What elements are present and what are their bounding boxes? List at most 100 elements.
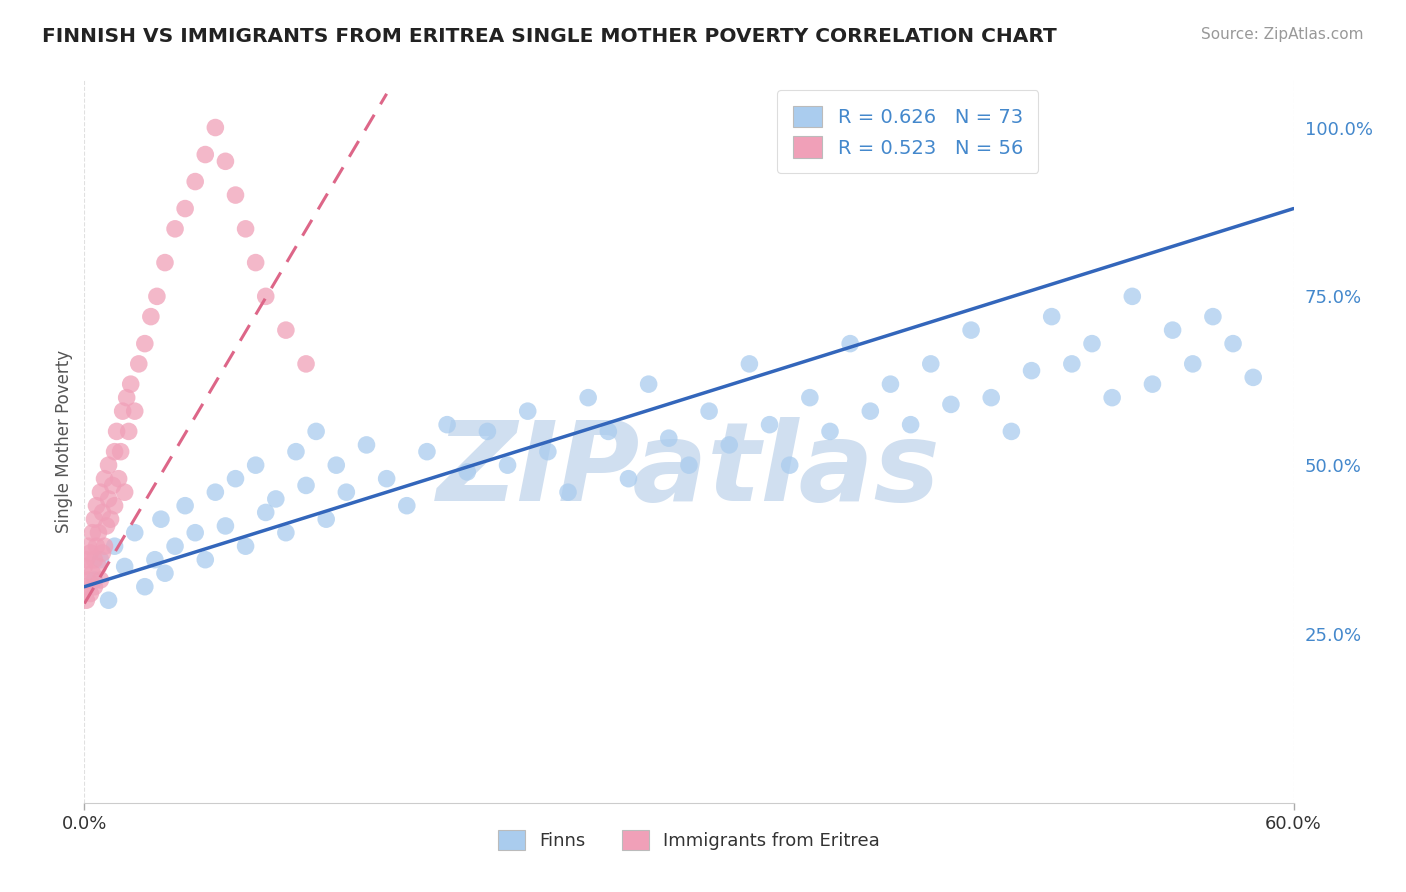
Point bbox=[184, 525, 207, 540]
Point bbox=[115, 391, 138, 405]
Point bbox=[146, 289, 169, 303]
Point bbox=[1142, 377, 1164, 392]
Point bbox=[75, 552, 97, 566]
Point bbox=[305, 425, 328, 439]
Point bbox=[97, 491, 120, 506]
Point bbox=[89, 573, 111, 587]
Point bbox=[96, 519, 118, 533]
Point bbox=[718, 438, 741, 452]
Point bbox=[79, 586, 101, 600]
Point bbox=[110, 444, 132, 458]
Point bbox=[617, 472, 640, 486]
Point bbox=[356, 438, 378, 452]
Point bbox=[235, 222, 257, 236]
Point bbox=[235, 539, 257, 553]
Point bbox=[637, 377, 659, 392]
Point bbox=[1040, 310, 1063, 324]
Point bbox=[960, 323, 983, 337]
Point bbox=[879, 377, 901, 392]
Point bbox=[174, 499, 197, 513]
Point bbox=[77, 539, 100, 553]
Point bbox=[87, 559, 110, 574]
Point bbox=[416, 444, 439, 458]
Point bbox=[1222, 336, 1244, 351]
Point bbox=[245, 458, 267, 472]
Point bbox=[516, 404, 538, 418]
Point bbox=[83, 512, 105, 526]
Point bbox=[184, 175, 207, 189]
Point bbox=[456, 465, 478, 479]
Point bbox=[1081, 336, 1104, 351]
Point bbox=[204, 485, 226, 500]
Point bbox=[77, 573, 100, 587]
Point bbox=[738, 357, 761, 371]
Point bbox=[124, 404, 146, 418]
Point bbox=[900, 417, 922, 432]
Point bbox=[194, 552, 217, 566]
Point bbox=[93, 472, 115, 486]
Point bbox=[375, 472, 398, 486]
Point bbox=[818, 425, 841, 439]
Point bbox=[1161, 323, 1184, 337]
Point bbox=[839, 336, 862, 351]
Point bbox=[75, 593, 97, 607]
Point bbox=[496, 458, 519, 472]
Point bbox=[254, 505, 277, 519]
Point bbox=[658, 431, 681, 445]
Point bbox=[214, 519, 236, 533]
Point bbox=[139, 310, 162, 324]
Point bbox=[1021, 364, 1043, 378]
Point bbox=[97, 458, 120, 472]
Point bbox=[111, 404, 134, 418]
Point bbox=[214, 154, 236, 169]
Point bbox=[799, 391, 821, 405]
Point bbox=[557, 485, 579, 500]
Point bbox=[477, 425, 499, 439]
Point bbox=[104, 539, 127, 553]
Point bbox=[295, 357, 318, 371]
Point bbox=[134, 580, 156, 594]
Point bbox=[274, 525, 297, 540]
Point bbox=[939, 397, 962, 411]
Point bbox=[285, 444, 308, 458]
Point bbox=[174, 202, 197, 216]
Point bbox=[83, 552, 105, 566]
Point bbox=[245, 255, 267, 269]
Point bbox=[114, 559, 136, 574]
Point bbox=[315, 512, 337, 526]
Point bbox=[105, 425, 128, 439]
Legend: Finns, Immigrants from Eritrea: Finns, Immigrants from Eritrea bbox=[489, 821, 889, 859]
Point bbox=[100, 512, 122, 526]
Point bbox=[779, 458, 801, 472]
Point bbox=[107, 472, 129, 486]
Point bbox=[79, 546, 101, 560]
Point bbox=[120, 377, 142, 392]
Text: Source: ZipAtlas.com: Source: ZipAtlas.com bbox=[1201, 27, 1364, 42]
Point bbox=[153, 566, 176, 581]
Point bbox=[89, 552, 111, 566]
Point bbox=[104, 444, 127, 458]
Point bbox=[89, 485, 111, 500]
Y-axis label: Single Mother Poverty: Single Mother Poverty bbox=[55, 350, 73, 533]
Point bbox=[114, 485, 136, 500]
Point bbox=[225, 188, 247, 202]
Point bbox=[128, 357, 150, 371]
Point bbox=[134, 336, 156, 351]
Point bbox=[598, 425, 620, 439]
Point bbox=[920, 357, 942, 371]
Point bbox=[165, 539, 187, 553]
Point bbox=[678, 458, 700, 472]
Point bbox=[143, 552, 166, 566]
Point bbox=[118, 425, 141, 439]
Point bbox=[335, 485, 357, 500]
Point bbox=[1121, 289, 1143, 303]
Point bbox=[1202, 310, 1225, 324]
Point bbox=[82, 525, 104, 540]
Point bbox=[225, 472, 247, 486]
Point bbox=[149, 512, 172, 526]
Point bbox=[274, 323, 297, 337]
Point bbox=[91, 505, 114, 519]
Point bbox=[97, 593, 120, 607]
Point bbox=[980, 391, 1002, 405]
Point bbox=[104, 499, 127, 513]
